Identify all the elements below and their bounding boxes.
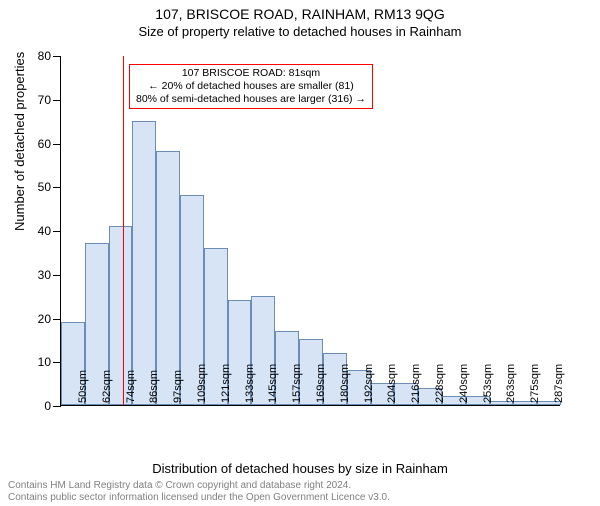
histogram-bar — [156, 151, 180, 405]
y-tick — [53, 406, 61, 407]
page-subtitle: Size of property relative to detached ho… — [0, 24, 600, 39]
chart-area: 0102030405060708050sqm62sqm74sqm86sqm97s… — [60, 56, 560, 406]
x-tick-label: 121sqm — [220, 364, 232, 403]
y-tick-label: 0 — [26, 399, 51, 413]
x-tick-label: 253sqm — [482, 364, 494, 403]
y-tick — [53, 100, 61, 101]
annotation-line: 107 BRISCOE ROAD: 81sqm — [136, 67, 366, 80]
x-tick-label: 275sqm — [529, 364, 541, 403]
y-tick-label: 50 — [26, 180, 51, 194]
y-tick-label: 80 — [26, 49, 51, 63]
histogram-bar — [132, 121, 156, 405]
y-tick — [53, 319, 61, 320]
x-axis-label: Distribution of detached houses by size … — [0, 461, 600, 476]
x-tick-label: 240sqm — [458, 364, 470, 403]
x-tick-label: 263sqm — [505, 364, 517, 403]
x-tick-label: 228sqm — [434, 364, 446, 403]
y-tick-label: 70 — [26, 93, 51, 107]
y-tick — [53, 362, 61, 363]
x-tick-label: 97sqm — [172, 370, 184, 403]
x-tick-label: 74sqm — [125, 370, 137, 403]
footer-text: Contains HM Land Registry data © Crown c… — [8, 480, 390, 504]
y-tick-label: 30 — [26, 268, 51, 282]
x-tick-label: 86sqm — [148, 370, 160, 403]
plot-region: 0102030405060708050sqm62sqm74sqm86sqm97s… — [60, 56, 560, 406]
x-tick-label: 180sqm — [339, 364, 351, 403]
y-axis-label: Number of detached properties — [12, 52, 27, 231]
marker-line — [123, 56, 124, 405]
x-tick-label: 62sqm — [101, 370, 113, 403]
x-tick-label: 145sqm — [267, 364, 279, 403]
y-tick — [53, 56, 61, 57]
x-tick-label: 109sqm — [196, 364, 208, 403]
x-tick-label: 50sqm — [77, 370, 89, 403]
y-tick — [53, 275, 61, 276]
x-tick-label: 192sqm — [363, 364, 375, 403]
y-tick-label: 10 — [26, 355, 51, 369]
footer-line2: Contains public sector information licen… — [8, 492, 390, 504]
x-tick-label: 287sqm — [553, 364, 565, 403]
footer-line1: Contains HM Land Registry data © Crown c… — [8, 480, 390, 492]
y-tick — [53, 231, 61, 232]
page-title: 107, BRISCOE ROAD, RAINHAM, RM13 9QG — [0, 6, 600, 22]
y-tick — [53, 187, 61, 188]
x-tick-label: 133sqm — [244, 364, 256, 403]
x-tick-label: 157sqm — [291, 364, 303, 403]
y-tick-label: 60 — [26, 137, 51, 151]
y-tick — [53, 144, 61, 145]
y-tick-label: 40 — [26, 224, 51, 238]
x-tick-label: 204sqm — [386, 364, 398, 403]
x-tick-label: 169sqm — [315, 364, 327, 403]
x-tick-label: 216sqm — [410, 364, 422, 403]
annotation-box: 107 BRISCOE ROAD: 81sqm← 20% of detached… — [129, 64, 373, 109]
annotation-line: 80% of semi-detached houses are larger (… — [136, 93, 366, 106]
y-tick-label: 20 — [26, 312, 51, 326]
annotation-line: ← 20% of detached houses are smaller (81… — [136, 80, 366, 93]
